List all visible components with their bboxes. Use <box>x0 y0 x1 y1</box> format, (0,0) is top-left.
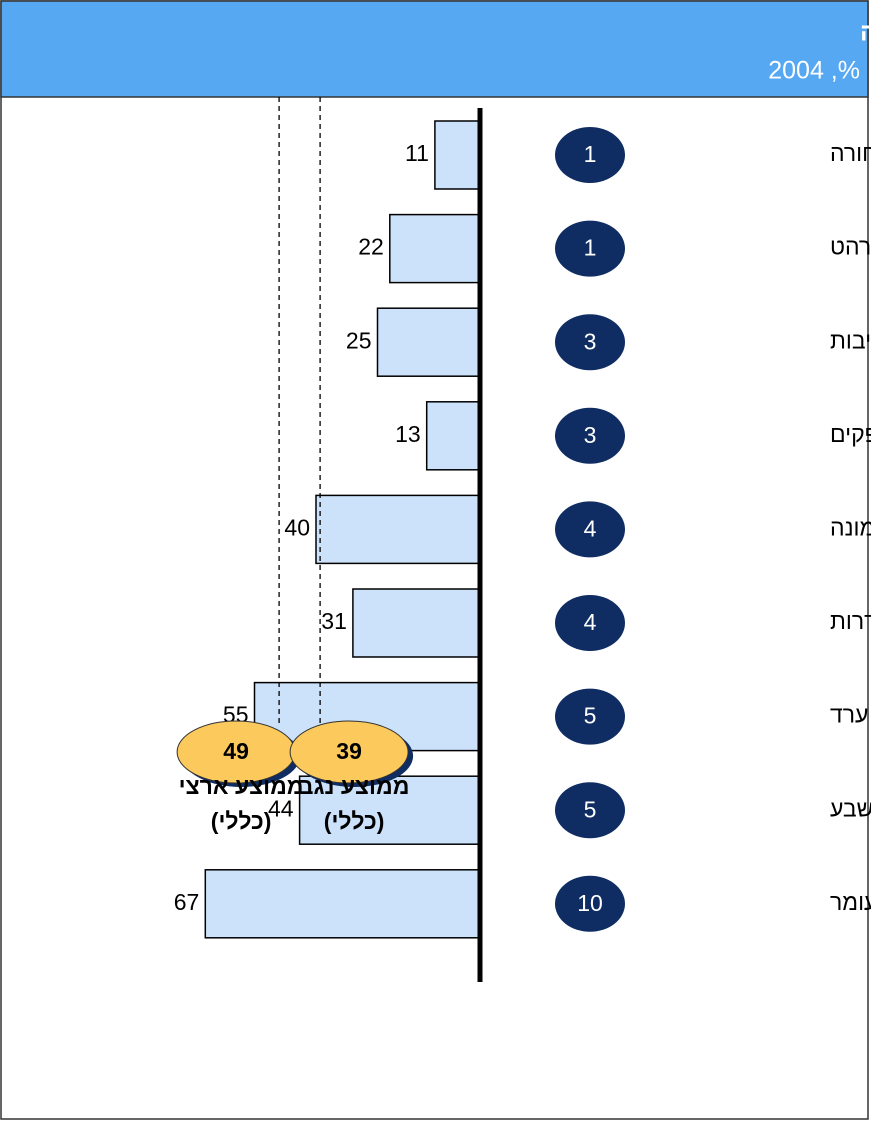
bar <box>315 494 481 565</box>
cluster-label: 4 <box>584 609 597 635</box>
cluster-label: 3 <box>584 422 597 448</box>
cluster-label: 10 <box>577 890 603 916</box>
value-label: 13 <box>395 421 421 447</box>
title-bar <box>0 0 869 98</box>
cluster-label: 3 <box>584 328 597 354</box>
reference-note: (כללי) <box>211 808 272 834</box>
value-label: 67 <box>174 889 200 915</box>
cluster-label: 5 <box>584 796 597 822</box>
bar <box>425 401 481 471</box>
cluster-label: 1 <box>584 141 597 167</box>
value-label: 31 <box>321 608 347 634</box>
bar <box>434 120 481 190</box>
reference-badge <box>289 720 409 784</box>
value-label: 44 <box>268 795 294 821</box>
category-label: שדרות <box>830 608 871 634</box>
category-label: רהט <box>830 234 871 260</box>
cluster-badge <box>555 688 625 745</box>
reference-value: 39 <box>336 738 362 764</box>
cluster-badge <box>555 407 625 464</box>
reference-label: ממוצע נגב <box>299 773 410 799</box>
cluster-badge <box>555 220 625 277</box>
bar <box>298 775 481 845</box>
bar <box>352 588 481 658</box>
category-label: חורה <box>830 140 871 166</box>
reference-note: (כללי) <box>324 808 385 834</box>
chart-title: שיעור הזכאים לבגרות העומדים בדרישות הסף … <box>860 19 871 47</box>
category-label: נתיבות <box>830 327 871 353</box>
value-label: 11 <box>405 140 429 166</box>
category-label: עומר <box>830 889 871 915</box>
cluster-badge <box>555 782 625 839</box>
cluster-badge <box>555 501 625 558</box>
reference-label: ממוצע ארצי <box>179 773 304 799</box>
bar <box>204 869 481 939</box>
cluster-label: 1 <box>584 235 597 261</box>
category-label: דימונה <box>830 514 871 540</box>
category-label: באר שבע <box>830 795 871 821</box>
value-label: 25 <box>346 327 372 353</box>
value-label: 22 <box>358 234 384 260</box>
bar <box>376 307 481 377</box>
cluster-badge <box>555 595 625 651</box>
cluster-label: 5 <box>584 703 597 729</box>
bar <box>389 213 481 284</box>
reference-value: 49 <box>223 738 249 764</box>
chart-subtitle: 2004 ,% <box>768 57 860 85</box>
cluster-badge <box>555 875 625 932</box>
cluster-badge <box>555 127 625 183</box>
category-label: אופקים <box>830 421 871 447</box>
value-label: 40 <box>284 514 310 540</box>
category-label: ערד <box>830 702 868 728</box>
cluster-label: 4 <box>584 515 597 541</box>
cluster-badge <box>555 314 625 371</box>
